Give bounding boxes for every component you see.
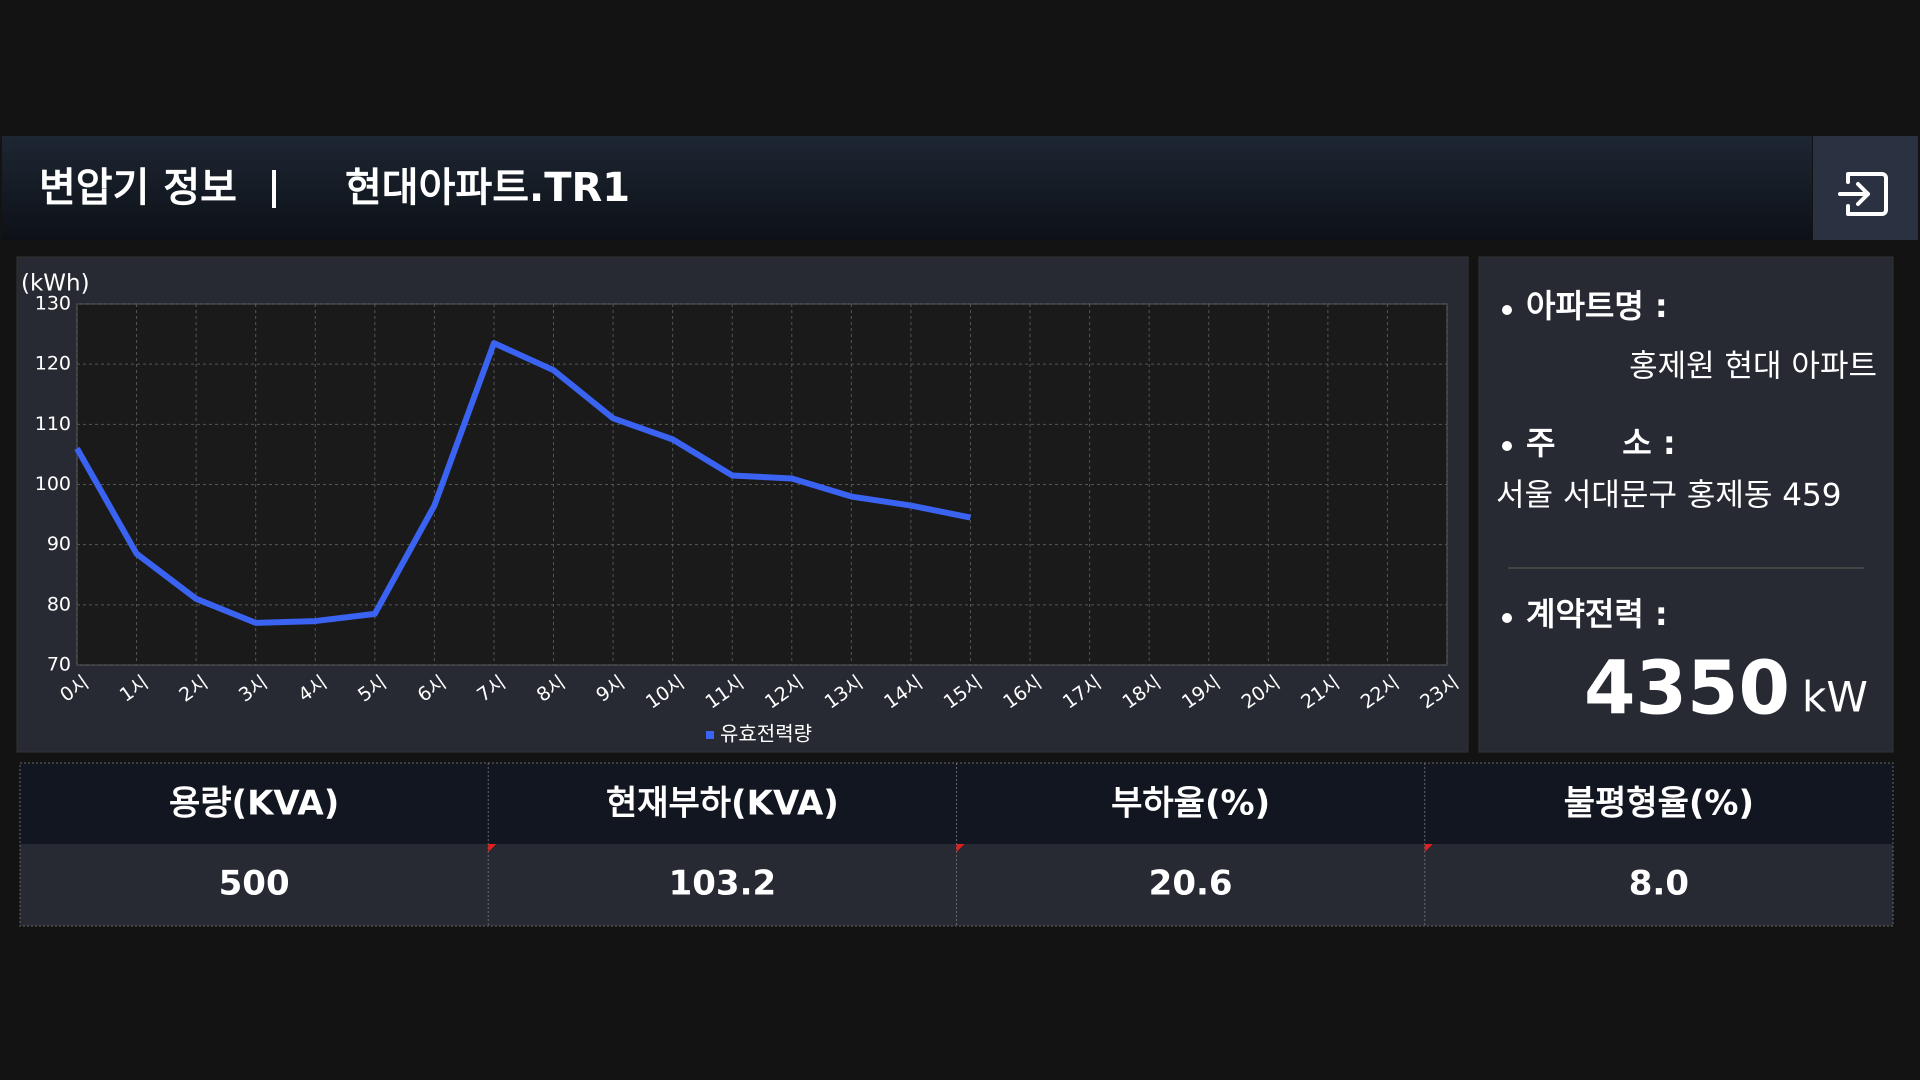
- y-tick-label: 120: [35, 353, 71, 375]
- table-header-cell: 용량(KVA): [169, 784, 339, 824]
- table-value-cell: 8.0: [1629, 864, 1689, 904]
- exit-bg[interactable]: [1813, 136, 1918, 240]
- separator: [272, 170, 276, 208]
- table-header-cell: 불평형율(%): [1564, 784, 1754, 824]
- header-bar: [2, 136, 1812, 240]
- apt-value: 홍제원 현대 아파트: [1629, 349, 1877, 385]
- y-tick-label: 100: [35, 473, 71, 495]
- y-tick-label: 110: [35, 413, 71, 435]
- table-value-cell: 20.6: [1149, 864, 1233, 904]
- table-value-cell: 103.2: [669, 864, 777, 904]
- addr-value: 서울 서대문구 홍제동 459: [1496, 478, 1841, 514]
- table: 용량(KVA) 500 현재부하(KVA) 103.2 부하율(%) 20.6 불평형율(%…: [169, 763, 1754, 926]
- header-title: 변압기 정보: [39, 165, 237, 211]
- table-header-cell: 현재부하(KVA): [606, 784, 839, 824]
- table-header-cell: 부하율(%): [1111, 784, 1270, 824]
- power-label: 계약전력 :: [1526, 595, 1668, 633]
- header-name: 현대아파트.TR1: [345, 165, 630, 211]
- legend-label: 유효전력량: [720, 722, 812, 746]
- power-unit: kW: [1802, 673, 1868, 722]
- bullet: [1502, 441, 1512, 451]
- y-tick-label: 90: [47, 533, 71, 555]
- exit-icon[interactable]: [1838, 172, 1888, 216]
- y-tick-label: 80: [47, 593, 71, 615]
- legend-swatch: [706, 731, 714, 739]
- table-value-cell: 500: [219, 864, 290, 904]
- exit-button[interactable]: [1813, 136, 1918, 240]
- cell-marker: [956, 844, 965, 852]
- addr-label: 주 소 :: [1526, 424, 1676, 462]
- cell-marker: [1424, 844, 1433, 852]
- apt-label: 아파트명 :: [1526, 287, 1668, 325]
- y-tick-label: 70: [47, 654, 71, 676]
- y-tick-label: 130: [35, 293, 71, 315]
- series-line: [74, 340, 972, 626]
- bullet: [1502, 613, 1512, 623]
- power-value: 4350: [1584, 646, 1790, 732]
- bullet: [1502, 305, 1512, 315]
- info-panel: [1478, 256, 1894, 753]
- y-axis-label: (kWh): [21, 271, 90, 297]
- cell-marker: [488, 844, 497, 852]
